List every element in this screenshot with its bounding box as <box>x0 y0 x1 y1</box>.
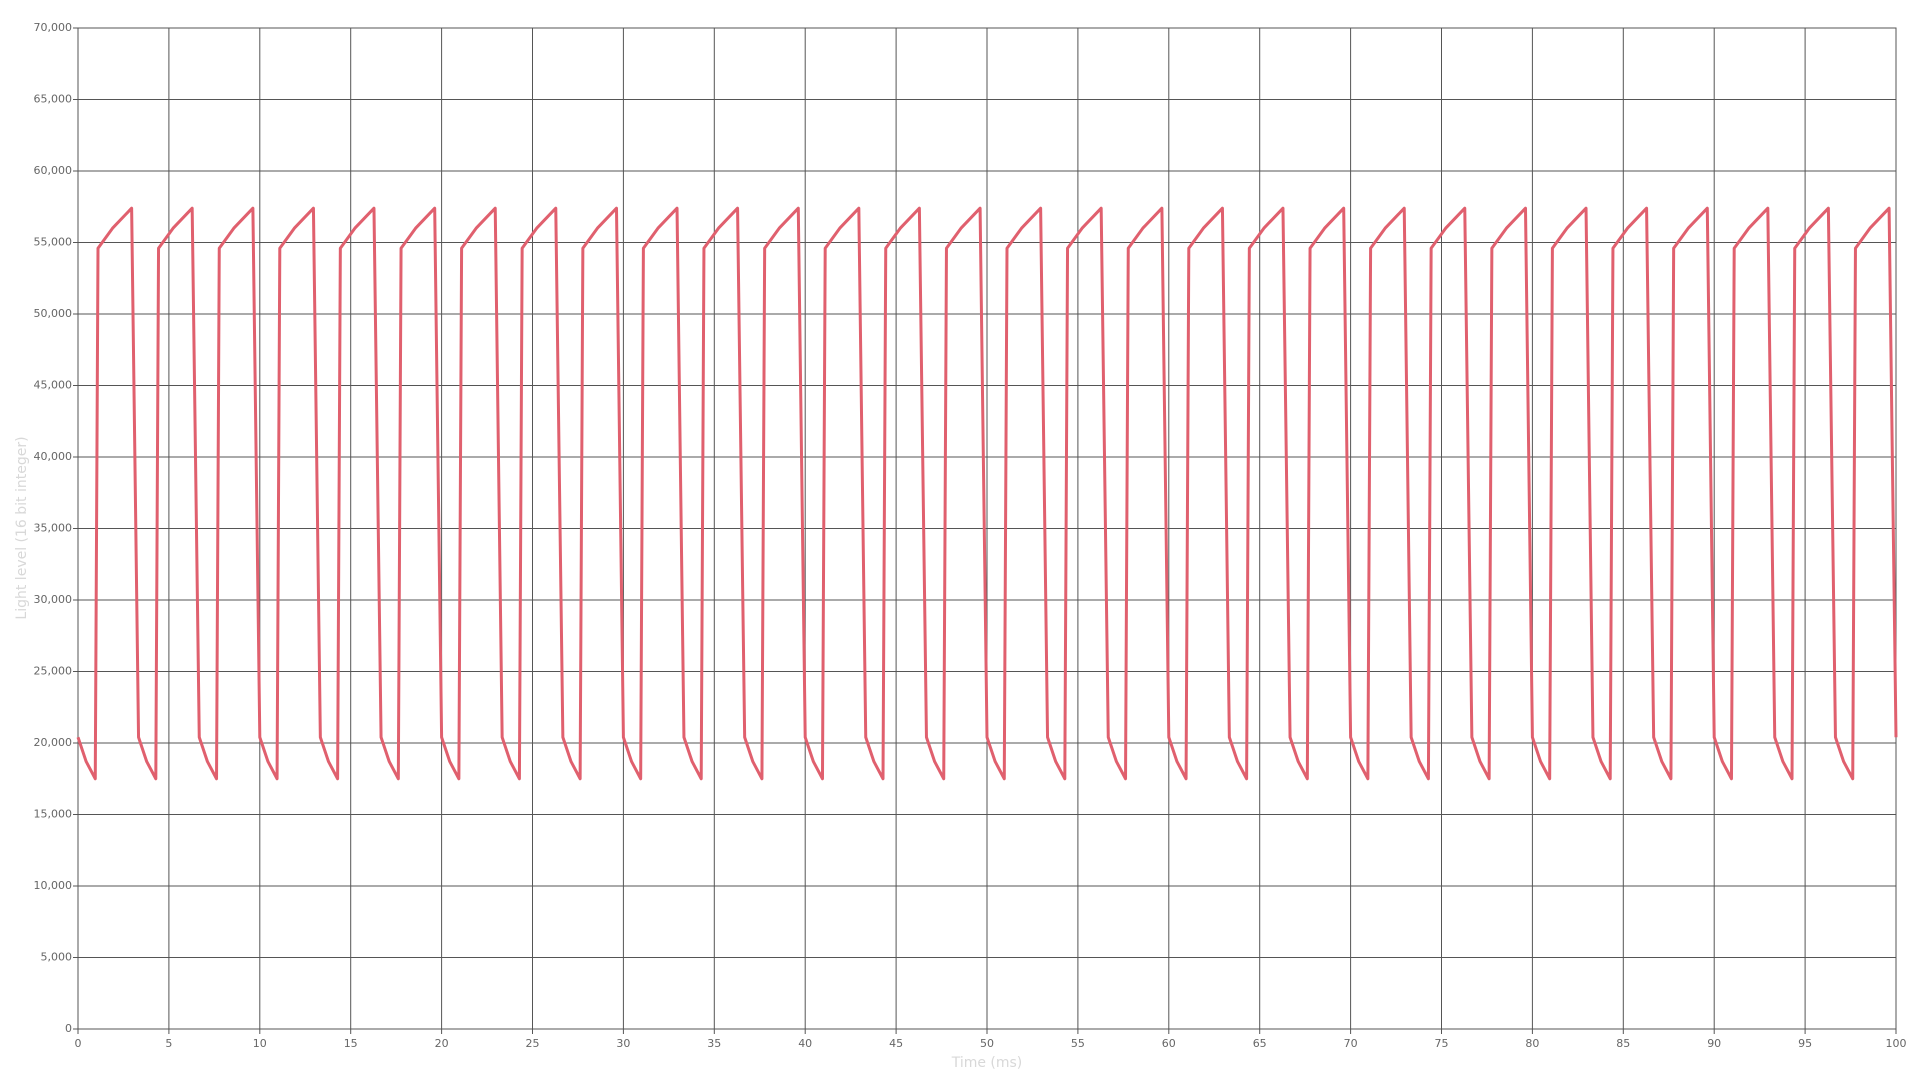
x-tick-label: 40 <box>798 1037 812 1050</box>
y-tick-label: 50,000 <box>34 307 73 320</box>
y-axis-title: Light level (16 bit integer) <box>14 436 30 619</box>
x-tick-label: 10 <box>253 1037 267 1050</box>
x-tick-label: 30 <box>616 1037 630 1050</box>
y-tick-label: 30,000 <box>34 593 73 606</box>
x-tick-label: 60 <box>1162 1037 1176 1050</box>
plot-frame <box>77 27 1897 1030</box>
x-tick-label: 100 <box>1886 1037 1907 1050</box>
x-tick-label: 25 <box>526 1037 540 1050</box>
y-tick-label: 40,000 <box>34 450 73 463</box>
y-tick-label: 45,000 <box>34 379 73 392</box>
y-tick-label: 25,000 <box>34 665 73 678</box>
x-tick-label: 75 <box>1435 1037 1449 1050</box>
y-tick-label: 70,000 <box>34 21 73 34</box>
y-tick-label: 15,000 <box>34 808 73 821</box>
y-tick-label: 5,000 <box>41 951 73 964</box>
x-tick-label: 55 <box>1071 1037 1085 1050</box>
x-tick-label: 90 <box>1707 1037 1721 1050</box>
y-tick-label: 10,000 <box>34 879 73 892</box>
x-axis-title: Time (ms) <box>951 1055 1023 1071</box>
x-tick-label: 35 <box>707 1037 721 1050</box>
y-tick-label: 20,000 <box>34 736 73 749</box>
y-tick-label: 35,000 <box>34 522 73 535</box>
x-tick-label: 0 <box>75 1037 82 1050</box>
y-tick-label: 0 <box>65 1022 72 1035</box>
x-tick-label: 85 <box>1616 1037 1630 1050</box>
x-tick-label: 45 <box>889 1037 903 1050</box>
x-tick-label: 50 <box>980 1037 994 1050</box>
x-tick-label: 70 <box>1344 1037 1358 1050</box>
x-tick-label: 15 <box>344 1037 358 1050</box>
x-tick-label: 20 <box>435 1037 449 1050</box>
x-tick-label: 65 <box>1253 1037 1267 1050</box>
y-tick-label: 60,000 <box>34 164 73 177</box>
x-tick-label: 5 <box>165 1037 172 1050</box>
y-tick-label: 55,000 <box>34 236 73 249</box>
x-tick-label: 95 <box>1798 1037 1812 1050</box>
data-line <box>76 206 1898 781</box>
x-tick-label: 80 <box>1525 1037 1539 1050</box>
y-tick-label: 65,000 <box>34 93 73 106</box>
